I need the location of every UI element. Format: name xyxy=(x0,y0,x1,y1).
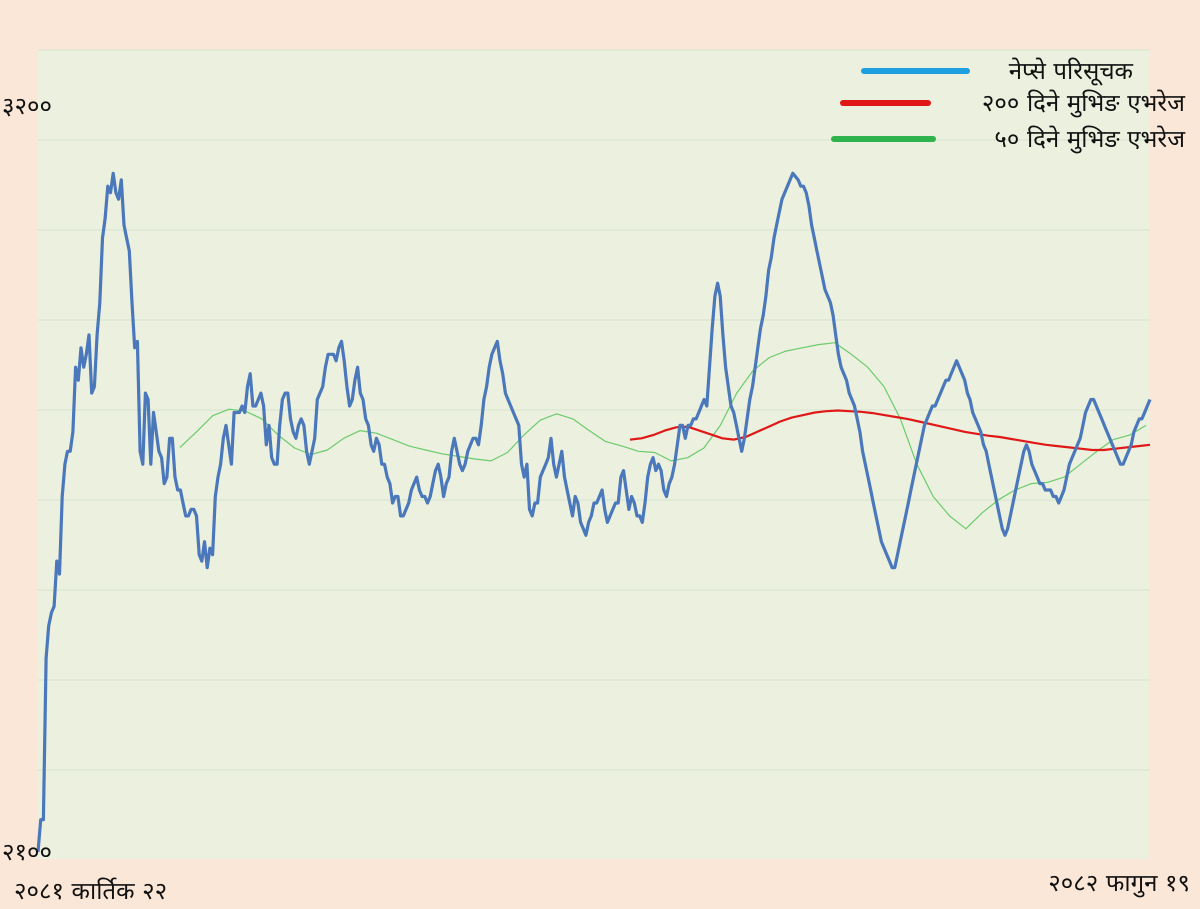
legend-label-nepse: नेप्से परिसूचक xyxy=(1009,57,1134,86)
series-layer xyxy=(36,171,1152,853)
nepse-line xyxy=(36,171,1152,853)
legend-item-50-day-ma: ५० दिने मुभिङ एभरेज xyxy=(831,125,1186,154)
x-start-label: २०८१ कार्तिक २२ xyxy=(14,877,167,905)
gridlines xyxy=(38,49,1150,771)
legend-item-nepse: नेप्से परिसूचक xyxy=(861,57,1134,86)
legend: नेप्से परिसूचक २०० दिने मुभिङ एभरेज ५० द… xyxy=(831,57,1186,154)
legend-item-200-day-ma: २०० दिने मुभिङ एभरेज xyxy=(840,89,1186,118)
legend-label-200-day-ma: २०० दिने मुभिङ एभरेज xyxy=(982,89,1186,118)
legend-label-50-day-ma: ५० दिने मुभिङ एभरेज xyxy=(994,125,1186,154)
y-tick-label-bottom: २१०० xyxy=(2,838,52,866)
plot-area xyxy=(38,50,1150,859)
y-tick-label-top: ३२०० xyxy=(2,92,52,120)
ma-200-line xyxy=(629,409,1151,452)
ma-50-line xyxy=(179,342,1147,530)
x-end-label: २०८२ फागुन १९ xyxy=(1048,869,1190,898)
